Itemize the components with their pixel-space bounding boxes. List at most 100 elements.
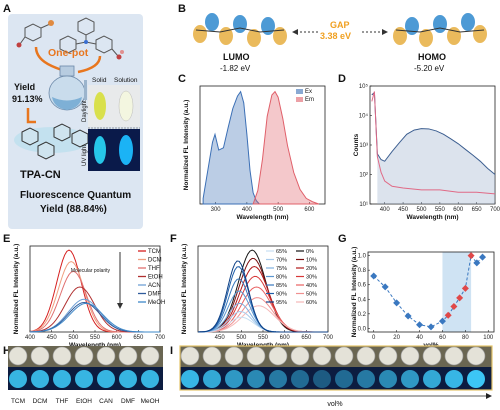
vial-glow-uv [269, 370, 287, 388]
legend-swatch-em [296, 97, 303, 102]
vial-solution-daylight [118, 90, 134, 122]
legend-label-em: Em [305, 97, 314, 103]
vial-glow-uv [97, 370, 115, 388]
vial-cap-daylight [268, 346, 288, 366]
solution-label: Solution [114, 77, 138, 84]
legend-label-95pct: 95% [276, 300, 287, 306]
vial-cap-daylight [334, 346, 354, 366]
series-area-em [252, 90, 319, 205]
orbital-lobe [433, 15, 447, 33]
series-line-trend [373, 254, 483, 328]
gap-arrowhead-left [292, 29, 298, 35]
data-point [473, 259, 481, 267]
gap-value: 3.38 eV [320, 31, 351, 41]
chart-f-x-tick-label: 650 [301, 335, 312, 341]
gap-arrowhead-right [382, 29, 388, 35]
vial-glow-uv [31, 370, 49, 388]
chart-d-x-axis-label: Wavelength (nm) [406, 214, 458, 221]
orbital-lobe [261, 17, 275, 35]
vial-glow-uv [9, 370, 27, 388]
series-area-ex [202, 90, 261, 205]
chart-g-y-axis-label: Normalized FL Intensity (a.u.) [351, 247, 358, 338]
vial-cap-daylight [74, 346, 94, 366]
data-point [467, 252, 475, 260]
legend-label-70pct: 70% [276, 258, 287, 264]
vial-glow-uv [313, 370, 331, 388]
quantum-yield-value: Yield (88.84%) [40, 204, 107, 215]
shaded-region [442, 252, 472, 332]
vial-glow-uv [423, 370, 441, 388]
vial-glow-uv [181, 370, 199, 388]
yield-value: 91.13% [12, 94, 43, 104]
vial-solution-uv [119, 135, 133, 165]
data-point [450, 303, 458, 311]
legend-label-60pct: 60% [306, 300, 317, 306]
polarity-label: Molecular polarity [71, 268, 111, 274]
vial-cap-daylight [378, 346, 398, 366]
data-point [438, 317, 446, 325]
legend-label-80pct: 80% [276, 275, 287, 281]
vial-cap-daylight [30, 346, 50, 366]
legend-label-dcm: DCM [148, 258, 162, 264]
daylight-label: Daylight [82, 100, 88, 122]
chart-g-x-tick-label: 100 [483, 335, 494, 341]
legend-label-ex: Ex [305, 89, 312, 95]
arrow-left-curve [34, 46, 63, 72]
panel-label-b: B [178, 3, 186, 15]
quantum-yield-label: Fluorescence Quantum [20, 190, 131, 201]
product-molecule [14, 123, 101, 160]
homo-label: HOMO [418, 52, 446, 62]
chart-c-x-tick-label: 400 [242, 207, 253, 213]
gap-label: GAP [330, 20, 350, 30]
panel-e: E 400 450 500 550 600 650 700 Wavelength (nm) No… [3, 233, 166, 349]
panel-label-c: C [178, 73, 186, 85]
chart-d-x-tick-label: 400 [380, 207, 391, 213]
chart-e-x-tick-label: 700 [155, 335, 166, 341]
chart-e-x-tick-label: 500 [68, 335, 79, 341]
lumo-label: LUMO [223, 52, 250, 62]
data-point [479, 253, 487, 261]
orbital-lobe [461, 13, 475, 31]
orbital-lobe [419, 29, 433, 47]
vial-glow-uv [401, 370, 419, 388]
chart-e-y-axis-label: Normalized FL Intensity (a.u.) [13, 244, 20, 335]
polarity-arrowhead [117, 303, 123, 309]
vial-cap-daylight [224, 346, 244, 366]
chart-g-y-tick-label: 0.2 [358, 312, 367, 318]
panel-h: H TCM DCM THF EtOH CAN DMF MeOH [3, 345, 163, 405]
solid-label: Solid [92, 77, 107, 84]
one-pot-label: One-pot [48, 47, 89, 59]
panel-label-d: D [338, 73, 346, 85]
vial-glow-uv [445, 370, 463, 388]
vial-cap-daylight [356, 346, 376, 366]
chart-g-x-tick-label: 40 [416, 335, 423, 341]
vial-cap-daylight [290, 346, 310, 366]
chart-d-y-tick-label: 10² [359, 173, 368, 179]
legend-label-30pct: 30% [306, 275, 317, 281]
panel-a-background [8, 14, 143, 229]
vial-cap-daylight [202, 346, 222, 366]
panel-label-i: I [170, 345, 173, 357]
legend-label-thf: THF [148, 266, 160, 272]
panel-label-e: E [3, 233, 10, 245]
chart-g-y-tick-label: 0.8 [358, 268, 367, 274]
arrow-right-curve [77, 55, 102, 74]
vial-glow-uv [335, 370, 353, 388]
chart-c-y-axis-label: Normalized FL Intensity (a.u.) [183, 100, 190, 191]
chart-f-x-tick-label: 450 [215, 335, 226, 341]
panel-b: B LUMO -1.82 eV HOMO -5.20 eV GAP 3.38 e… [178, 3, 487, 73]
series-line-reference [371, 91, 496, 195]
panel-d: D 400 450 500 550 600 650 700 10¹ 10² 10³ 10⁴ 10⁵ Wa… [338, 73, 500, 221]
vial-cap-daylight [444, 346, 464, 366]
homo-orbital [393, 13, 487, 47]
legend-label-dmf: DMF [148, 292, 161, 298]
chart-d-x-tick-label: 700 [490, 207, 500, 213]
vial-label-etoh: EtOH [76, 398, 92, 405]
legend-label-tcm: TCM [148, 249, 161, 255]
chart-g-x-tick-label: 80 [462, 335, 469, 341]
vial-cap-daylight [118, 346, 138, 366]
orbital-lobe [405, 17, 419, 35]
